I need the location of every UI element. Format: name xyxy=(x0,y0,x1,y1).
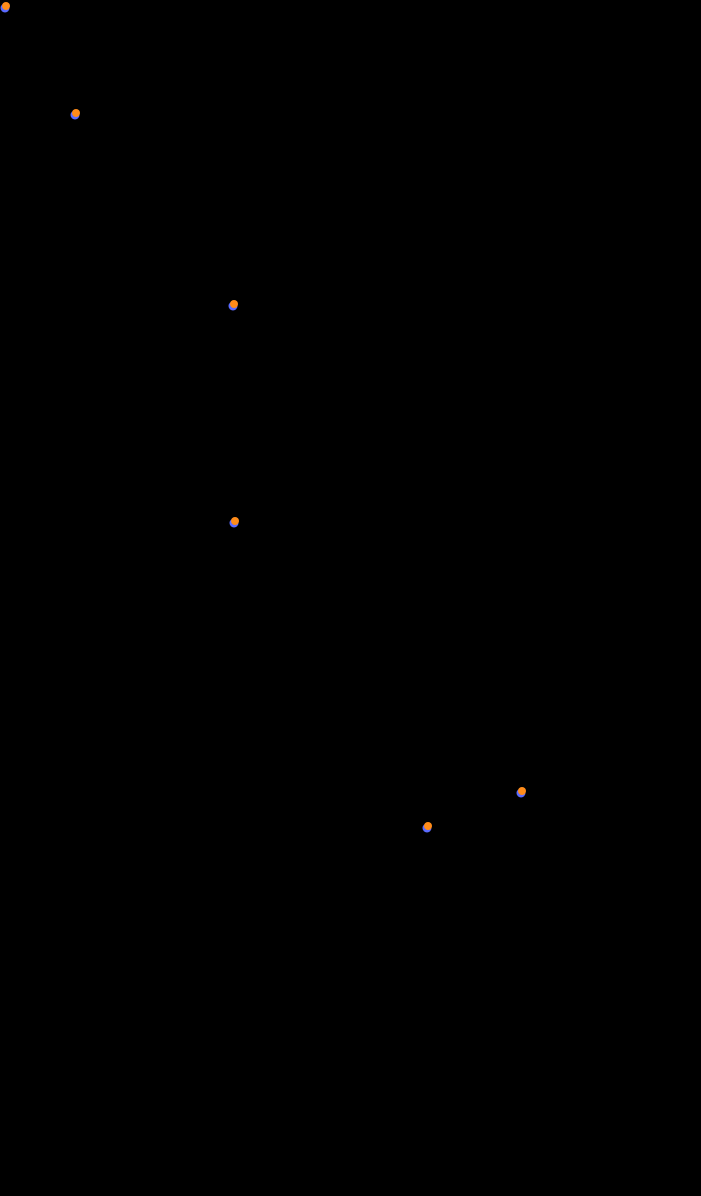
scatter-plot xyxy=(0,0,701,1196)
point-front-3 xyxy=(231,517,239,525)
point-front-4 xyxy=(424,822,432,830)
point-front-0 xyxy=(2,2,10,10)
point-front-1 xyxy=(72,109,80,117)
point-front-5 xyxy=(518,787,526,795)
point-front-2 xyxy=(230,300,238,308)
